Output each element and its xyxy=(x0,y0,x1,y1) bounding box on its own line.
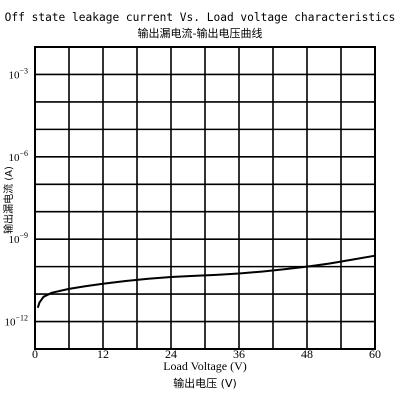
x-tick-label: 24 xyxy=(165,347,177,361)
x-tick-label: 0 xyxy=(32,347,38,361)
chart-title: Off state leakage current Vs. Load volta… xyxy=(5,11,396,24)
series-group xyxy=(36,254,376,309)
x-axis-label-cn: 输出电压 (V) xyxy=(173,376,237,390)
y-tick-label: 10−9 xyxy=(8,231,28,246)
y-axis-label: 输出漏电流 (A) xyxy=(2,166,15,234)
chart-subtitle: 输出漏电流-输出电压曲线 xyxy=(138,26,263,40)
x-tick-labels: 0 12 24 36 48 60 xyxy=(32,347,381,361)
series-line xyxy=(36,254,376,309)
x-tick-label: 48 xyxy=(301,347,313,361)
y-tick-label: 10−12 xyxy=(4,314,28,329)
y-tick-labels: 10−3 10−6 10−9 10−12 xyxy=(4,66,28,328)
x-tick-label: 12 xyxy=(97,347,109,361)
x-tick-label: 60 xyxy=(369,347,381,361)
x-tick-label: 36 xyxy=(233,347,245,361)
y-tick-label: 10−3 xyxy=(8,66,28,81)
x-axis-label: Load Voltage (V) xyxy=(163,359,247,373)
plot-frame xyxy=(34,46,376,350)
y-tick-label: 10−6 xyxy=(8,149,28,164)
grid xyxy=(35,47,375,349)
